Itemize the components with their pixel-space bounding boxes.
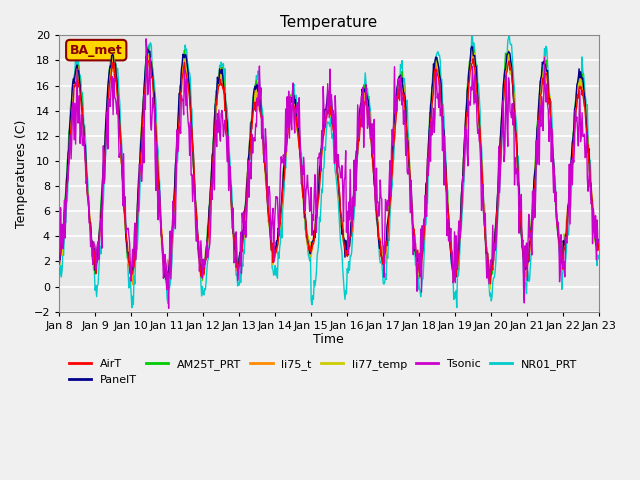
X-axis label: Time: Time — [314, 334, 344, 347]
Title: Temperature: Temperature — [280, 15, 378, 30]
Text: BA_met: BA_met — [70, 44, 123, 57]
Y-axis label: Temperatures (C): Temperatures (C) — [15, 120, 28, 228]
Legend: AirT, PanelT, AM25T_PRT, li75_t, li77_temp, Tsonic, NR01_PRT: AirT, PanelT, AM25T_PRT, li75_t, li77_te… — [65, 355, 582, 389]
